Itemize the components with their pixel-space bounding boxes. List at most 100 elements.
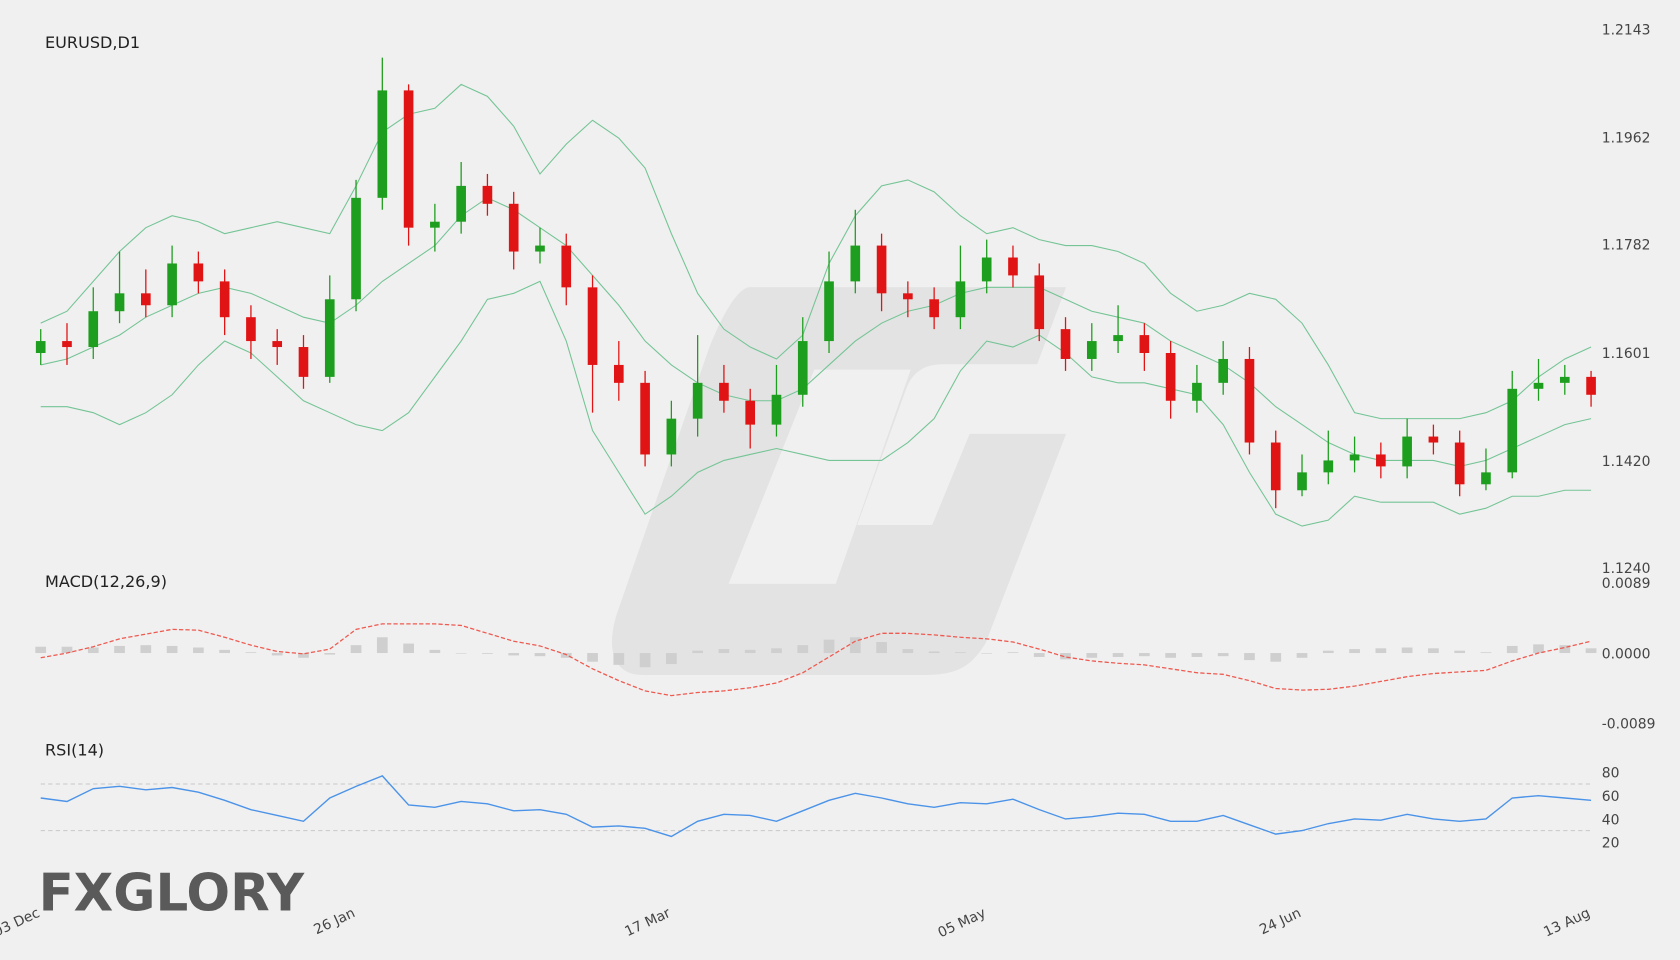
- macd-histogram-bar: [1533, 644, 1544, 654]
- macd-histogram-bar: [1296, 653, 1308, 658]
- candle-body: [272, 341, 283, 348]
- candle-body: [1297, 472, 1307, 491]
- macd-histogram-bar: [403, 643, 414, 654]
- macd-histogram-bar: [1112, 653, 1124, 657]
- macd-histogram-bar: [482, 653, 493, 654]
- macd-signal-line: [40, 623, 1592, 697]
- macd-histogram-bar: [1454, 650, 1466, 654]
- macd-histogram-bar: [1480, 652, 1492, 654]
- y-tick-label: -0.0089: [1602, 717, 1656, 733]
- candle-body: [1034, 275, 1045, 330]
- macd-histogram-bar: [1139, 653, 1150, 657]
- candle-body: [640, 382, 650, 455]
- macd-histogram-bar: [271, 653, 283, 656]
- candle-body: [613, 364, 624, 383]
- macd-histogram-bar: [219, 649, 231, 654]
- macd-histogram-bar: [298, 653, 309, 658]
- candle-body: [193, 263, 204, 282]
- candle-body: [141, 293, 151, 306]
- candle-body: [508, 203, 519, 252]
- macd-histogram-bar: [1086, 653, 1098, 658]
- candle-body: [1139, 335, 1150, 354]
- macd-histogram-bar: [140, 645, 152, 654]
- macd-histogram-bar: [1322, 650, 1334, 654]
- macd-histogram-bar: [350, 645, 362, 654]
- logo-accent: [90, 885, 103, 898]
- macd-histogram-bar: [87, 647, 99, 654]
- macd-histogram-bar: [613, 653, 625, 665]
- candle-body: [1402, 436, 1412, 467]
- x-tick-label: 03 Dec: [0, 905, 42, 940]
- bollinger-middle: [40, 197, 1592, 467]
- watermark: [611, 287, 1067, 675]
- macd-histogram-bar: [1375, 648, 1387, 654]
- macd-histogram-bar: [1270, 653, 1282, 662]
- candle-body: [88, 311, 99, 348]
- x-tick-label: 24 Jun: [1257, 905, 1304, 938]
- candle-body: [1270, 442, 1281, 491]
- macd-histogram-bar: [666, 653, 677, 665]
- macd-histogram-bar: [1033, 653, 1045, 657]
- bollinger-lower: [40, 280, 1592, 527]
- candle-body: [62, 341, 72, 348]
- macd-histogram-bar: [1244, 653, 1255, 661]
- macd-histogram-bar: [692, 650, 704, 654]
- candle-body: [903, 293, 913, 300]
- candle-body: [719, 382, 729, 401]
- candle-body: [876, 245, 887, 294]
- candle-body: [377, 90, 388, 198]
- candle-body: [1008, 257, 1018, 276]
- candle-body: [1586, 376, 1596, 395]
- macd-histogram-bar: [166, 645, 178, 654]
- candle-body: [1454, 442, 1465, 485]
- y-tick-label: 1.1601: [1602, 346, 1651, 362]
- macd-histogram-bar: [955, 652, 966, 654]
- y-tick-label: 1.1782: [1602, 238, 1651, 254]
- macd-histogram-bar: [849, 637, 861, 654]
- candle-body: [535, 245, 545, 252]
- x-tick-label: 13 Aug: [1541, 905, 1592, 940]
- brand-logo: FXGLORY: [39, 864, 305, 924]
- macd-histogram-bar: [1428, 648, 1439, 654]
- candle-body: [745, 400, 756, 425]
- macd-histogram-bar: [560, 653, 572, 658]
- candle-body: [929, 299, 939, 318]
- y-tick-label: 1.2143: [1602, 22, 1651, 38]
- candle-body: [1113, 335, 1123, 342]
- candle-body: [351, 197, 361, 300]
- macd-histogram-bar: [1165, 653, 1176, 658]
- y-tick-label: 20: [1602, 836, 1620, 852]
- candle-body: [298, 347, 309, 377]
- candle-body: [797, 341, 808, 395]
- candle-body: [430, 221, 440, 228]
- rsi-title: RSI(14): [45, 740, 104, 759]
- macd-histogram-bar: [876, 641, 887, 654]
- price-title: EURUSD,D1: [45, 33, 140, 52]
- candle-body: [981, 257, 992, 282]
- candle-body: [219, 281, 230, 318]
- macd-histogram-bar: [1007, 652, 1019, 654]
- candle-body: [1244, 358, 1255, 443]
- macd-histogram-bar: [376, 637, 388, 654]
- candle-body: [850, 245, 861, 282]
- candle-body: [1165, 353, 1176, 401]
- macd-histogram-bar: [823, 639, 835, 654]
- candle-body: [403, 90, 414, 228]
- candle-body: [1533, 382, 1544, 389]
- y-tick-label: 1.1240: [1602, 561, 1651, 577]
- macd-histogram-bar: [1349, 649, 1360, 654]
- macd-histogram-bar: [534, 653, 546, 657]
- candle-body: [167, 263, 177, 306]
- macd-histogram-bar: [1506, 645, 1518, 654]
- rsi-line: [40, 775, 1592, 838]
- watermark-logo: [611, 287, 1067, 675]
- candle-body: [1481, 472, 1491, 485]
- macd-histogram-bar: [114, 645, 125, 654]
- candle-body: [1428, 436, 1439, 443]
- macd-histogram-bar: [1401, 647, 1413, 654]
- macd-histogram-bar: [324, 653, 336, 655]
- candle-body: [771, 394, 782, 425]
- macd-title: MACD(12,26,9): [45, 572, 167, 591]
- candle-body: [324, 299, 335, 377]
